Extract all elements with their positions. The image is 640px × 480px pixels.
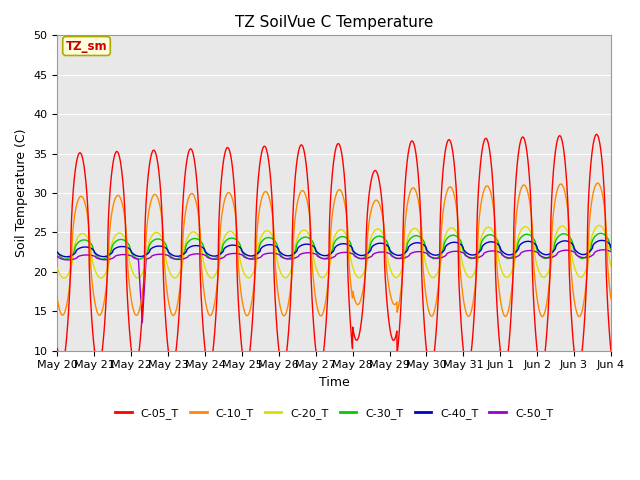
C-40_T [574,250,582,255]
C-30_T [62,256,70,262]
C-50_T [495,249,503,255]
X-axis label: Time: Time [319,376,349,389]
C-50_T [607,249,615,254]
Line: C-20_T: C-20_T [58,226,611,278]
C-10_T [607,296,615,301]
C-30_T [351,251,358,257]
C-05_T [350,332,358,337]
C-20_T [495,259,503,265]
C-40_T [54,249,61,255]
C-50_T [574,253,582,259]
C-05_T [208,357,216,362]
C-10_T [594,180,602,186]
C-20_T [208,275,216,281]
C-05_T [607,348,615,353]
Line: C-30_T: C-30_T [58,233,611,259]
C-10_T [362,264,370,270]
C-50_T [362,255,370,261]
C-40_T [362,252,370,257]
Line: C-40_T: C-40_T [58,240,611,257]
C-40_T [208,253,216,259]
Line: C-05_T: C-05_T [58,134,611,370]
C-05_T [362,238,370,243]
C-30_T [597,230,605,236]
C-10_T [54,296,61,302]
Title: TZ SoilVue C Temperature: TZ SoilVue C Temperature [235,15,433,30]
C-50_T [208,256,216,262]
C-05_T [54,346,61,351]
C-40_T [495,242,503,248]
C-50_T [138,320,146,325]
C-20_T [351,269,358,275]
Line: C-10_T: C-10_T [58,183,611,317]
C-20_T [574,272,582,278]
C-40_T [607,244,615,250]
C-30_T [558,231,566,237]
C-10_T [350,294,358,300]
Text: TZ_sm: TZ_sm [66,39,108,52]
C-05_T [495,333,503,338]
C-20_T [54,265,61,271]
C-10_T [575,314,583,320]
C-30_T [208,256,216,262]
C-50_T [558,248,566,253]
Legend: C-05_T, C-10_T, C-20_T, C-30_T, C-40_T, C-50_T: C-05_T, C-10_T, C-20_T, C-30_T, C-40_T, … [111,404,557,423]
C-10_T [558,182,566,188]
C-10_T [208,311,216,317]
C-40_T [598,238,606,243]
C-30_T [54,250,61,255]
C-40_T [558,239,566,244]
C-05_T [558,137,566,143]
C-20_T [60,275,68,281]
C-20_T [362,262,370,268]
C-40_T [63,254,70,260]
C-50_T [54,253,61,259]
C-40_T [351,249,358,255]
C-20_T [595,223,603,228]
C-10_T [495,286,503,291]
C-30_T [607,247,615,252]
Y-axis label: Soil Temperature (C): Soil Temperature (C) [15,129,28,257]
C-30_T [362,252,370,258]
C-20_T [558,223,566,229]
C-50_T [600,247,607,252]
C-30_T [574,253,582,259]
C-05_T [574,367,582,373]
C-05_T [593,132,600,137]
C-05_T [573,367,581,372]
C-20_T [607,263,615,268]
C-10_T [573,312,581,317]
Line: C-50_T: C-50_T [58,250,611,323]
C-30_T [495,244,503,250]
C-50_T [351,253,358,259]
